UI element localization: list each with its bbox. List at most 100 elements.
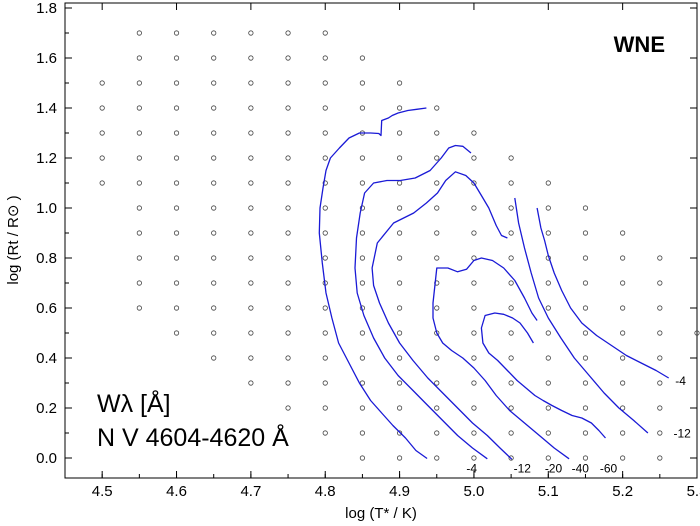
model-grid-point — [359, 255, 366, 261]
model-grid-point — [657, 380, 663, 386]
y-tick-label: 0.4 — [36, 350, 57, 367]
model-grid-point — [434, 205, 440, 211]
model-grid-point — [285, 280, 291, 286]
model-grid-point — [545, 355, 551, 361]
model-grid-point — [211, 55, 217, 61]
model-grid-point — [211, 305, 217, 311]
annotation-line-label: N V 4604-4620 Å — [97, 422, 289, 452]
model-grid-point — [285, 405, 291, 411]
model-grid-point — [620, 380, 626, 386]
axis-ticks: 4.5 4.6 4.7 4.8 4.9 5.0 5.1 5.2 5.3 0.0 0.2 0.4 0.6 0… — [36, 0, 700, 500]
panel-label: WNE — [614, 32, 665, 57]
model-grid-point — [545, 205, 551, 211]
model-grid-point — [657, 305, 663, 311]
model-grid-point — [248, 355, 254, 361]
model-grid-point — [396, 430, 403, 436]
x-tick-label: 4.8 — [315, 483, 336, 500]
x-tick-label: 5.0 — [464, 483, 485, 500]
model-grid-point — [620, 330, 626, 336]
model-grid-point — [657, 255, 663, 261]
model-grid-point — [136, 305, 142, 311]
model-grid-point — [136, 280, 142, 286]
model-grid-point — [657, 280, 663, 286]
model-grid-point — [471, 305, 477, 311]
model-grid-point — [285, 330, 291, 336]
model-grid-point — [136, 180, 142, 186]
model-grid-point — [620, 230, 626, 236]
model-grid-point — [173, 105, 180, 111]
model-grid-point — [322, 330, 328, 336]
model-grid-point — [508, 230, 514, 236]
model-grid-point — [322, 55, 328, 61]
model-grid-point — [248, 130, 254, 136]
model-grid-point — [508, 255, 514, 261]
model-grid-point — [285, 255, 291, 261]
y-tick-label: 1.0 — [36, 200, 57, 217]
model-grid-point — [211, 355, 217, 361]
contour-line — [432, 257, 570, 460]
model-grid-point — [396, 80, 403, 86]
model-grid-point — [322, 230, 328, 236]
model-grid-point — [471, 355, 477, 361]
model-grid-point — [173, 30, 180, 36]
contour-level-label: -12 — [673, 426, 691, 440]
model-grid-point — [211, 330, 217, 336]
model-grid-point — [136, 105, 142, 111]
model-grid-point — [434, 255, 440, 261]
model-grid-point — [322, 80, 328, 86]
contour-line — [480, 312, 606, 439]
x-tick-label: 4.5 — [92, 483, 113, 500]
model-grid-point — [359, 280, 366, 286]
model-grid-point — [471, 455, 477, 461]
model-grid-point — [322, 405, 328, 411]
contour-line — [536, 207, 670, 379]
model-grid-point — [471, 330, 477, 336]
model-grid-point — [396, 305, 403, 311]
model-grid-point — [285, 305, 291, 311]
model-grid-point — [508, 430, 514, 436]
model-grid-point — [211, 30, 217, 36]
model-grid-point — [136, 130, 142, 136]
x-tick-label: 4.7 — [240, 483, 261, 500]
model-grid-point — [508, 155, 514, 161]
model-grid-point — [285, 80, 291, 86]
model-grid-point — [211, 155, 217, 161]
model-grid-point — [248, 55, 254, 61]
model-grid-point — [396, 355, 403, 361]
model-grid-point — [545, 180, 551, 186]
model-grid-point — [248, 80, 254, 86]
model-grid-point — [434, 155, 440, 161]
model-grid-point — [471, 130, 477, 136]
model-grid-point — [359, 55, 366, 61]
contour-line — [318, 107, 428, 460]
model-grid-point — [508, 180, 514, 186]
model-grid-point — [657, 430, 663, 436]
model-grid-point — [136, 30, 142, 36]
model-grid-point — [248, 330, 254, 336]
model-grid-point — [359, 380, 366, 386]
model-grid-point — [322, 380, 328, 386]
model-grid-point — [99, 130, 105, 136]
model-grid-point — [322, 130, 328, 136]
model-grid-point — [582, 305, 589, 311]
model-grid-point — [359, 430, 366, 436]
model-grid-point — [657, 355, 663, 361]
model-grid-point — [582, 380, 589, 386]
y-tick-label: 1.2 — [36, 150, 57, 167]
model-grid-point — [582, 355, 589, 361]
model-grid-point — [173, 130, 180, 136]
model-grid-point — [99, 80, 105, 86]
y-axis-title: log (Rt / R⊙ ) — [5, 195, 22, 284]
model-grid-point — [434, 305, 440, 311]
y-tick-label: 1.6 — [36, 50, 57, 67]
model-grid-point — [136, 255, 142, 261]
model-grid-point — [508, 380, 514, 386]
model-grid-point — [434, 455, 440, 461]
model-grid-point — [582, 205, 589, 211]
model-grid-point — [434, 380, 440, 386]
model-grid-point — [620, 255, 626, 261]
contour-level-label: -20 — [545, 461, 563, 475]
model-grid-point — [508, 405, 514, 411]
model-grid-point — [545, 430, 551, 436]
model-grid-point — [359, 230, 366, 236]
